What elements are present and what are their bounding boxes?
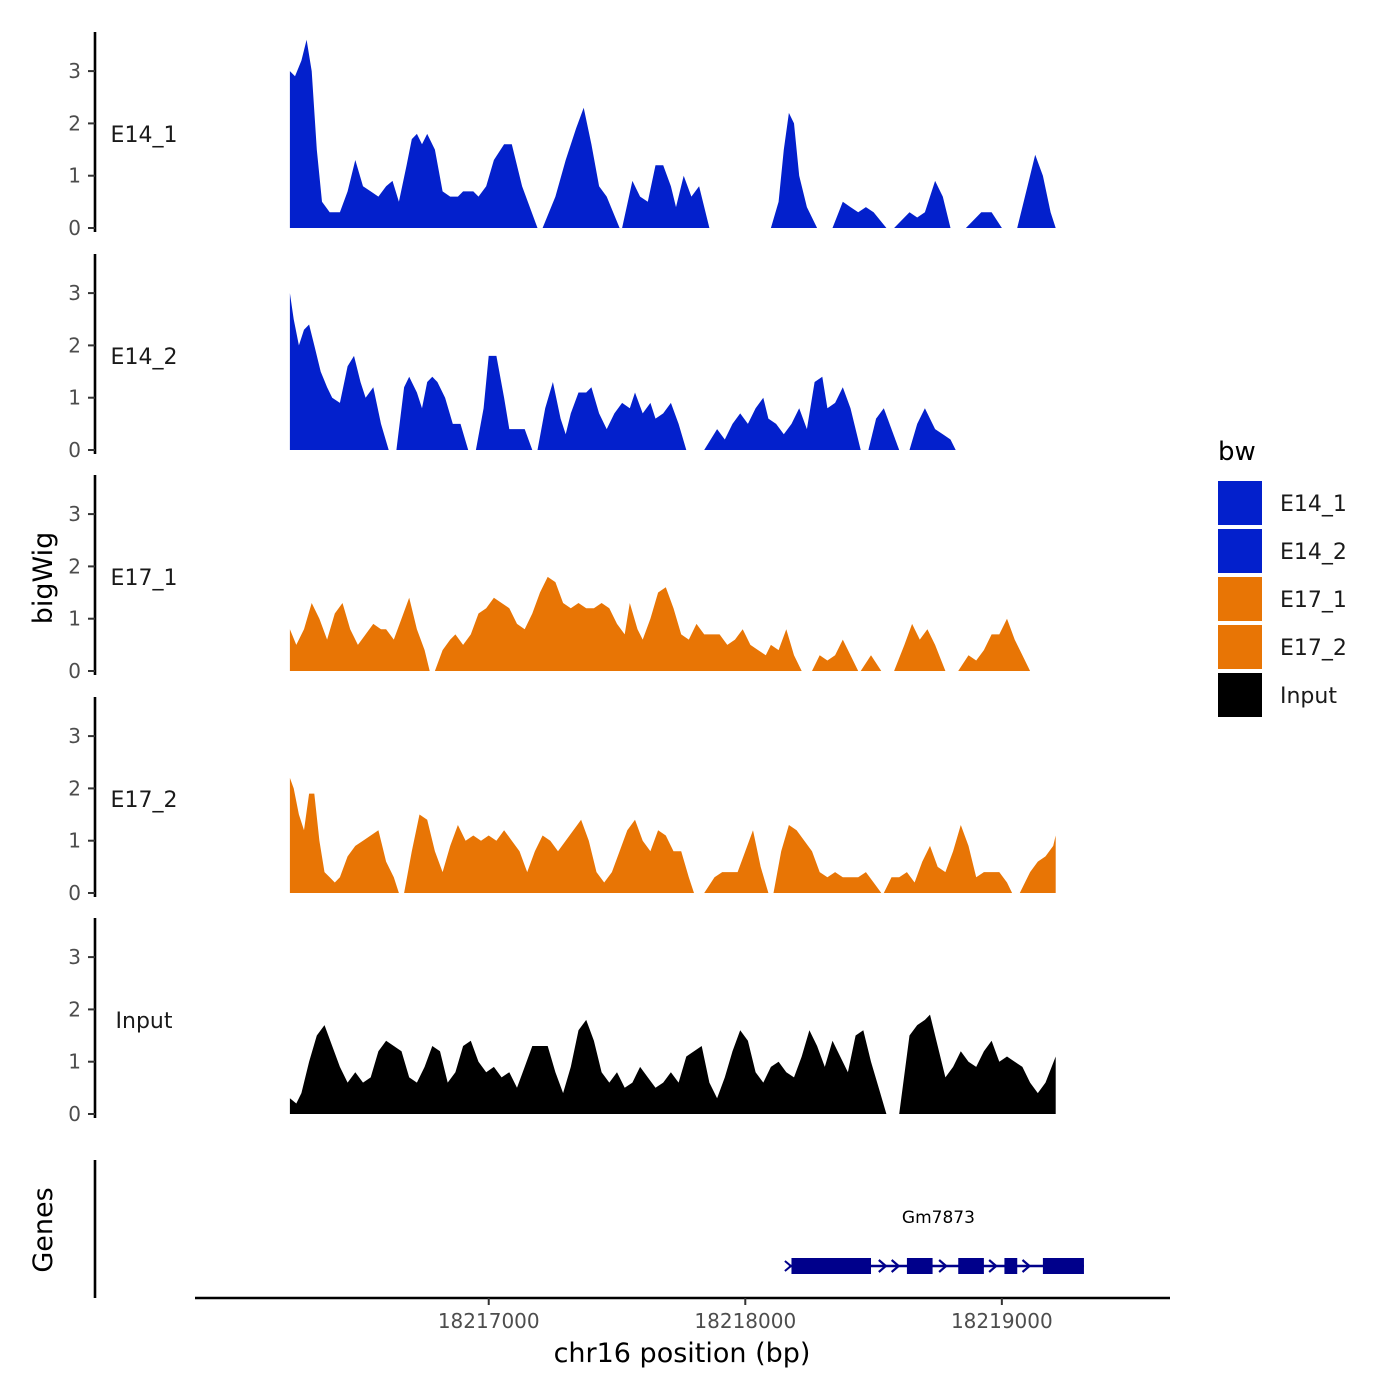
genes-panel: Gm7873 [93, 1160, 1084, 1298]
gene-gm7873: Gm7873 [784, 1208, 1084, 1274]
legend-title: bw [1218, 437, 1256, 467]
y-tick-label: 3 [68, 945, 81, 969]
strand-arrow [878, 1259, 888, 1273]
coverage-area-e14-1-4 [832, 201, 887, 228]
y-tick-label: 2 [68, 554, 81, 578]
coverage-area-e14-2-4 [704, 376, 861, 450]
track-e17-2: 0 1 2 3 E17_2 [68, 697, 1056, 905]
track-label: E17_1 [111, 566, 178, 591]
genes-axis-title: Genes [28, 1187, 59, 1272]
y-tick-label: 0 [68, 659, 81, 683]
coverage-area-e14-2-6 [909, 408, 956, 450]
coverage-area-e17-2-2 [704, 830, 769, 893]
track-e14-2: 0 1 2 3 E14_2 [68, 254, 956, 462]
coverage-area-e17-1-0 [289, 597, 430, 671]
x-tick-label: 18219000 [951, 1309, 1053, 1333]
legend-key-e14-2 [1218, 529, 1262, 573]
x-axis-title: chr16 position (bp) [554, 1338, 811, 1369]
y-tick-label: 2 [68, 776, 81, 800]
coverage-area-input-0 [289, 1019, 887, 1114]
track-label: E17_2 [111, 788, 178, 813]
gene-exon [906, 1258, 933, 1274]
legend-key-e14-1 [1218, 481, 1262, 525]
coverage-area-e14-2-3 [537, 382, 687, 450]
coverage-area-input-1 [899, 1014, 1056, 1114]
y-tick-label: 3 [68, 59, 81, 83]
coverage-area-e17-1-4 [894, 623, 946, 671]
y-tick-label: 1 [68, 386, 81, 410]
legend-label: Input [1280, 684, 1337, 709]
track-e17-1: 0 1 2 3 E17_1 [68, 475, 1031, 683]
track-label: E14_2 [111, 345, 178, 370]
coverage-area-e17-2-5 [1019, 835, 1056, 893]
coverage-area-e14-2-0 [289, 293, 389, 450]
y-tick-label: 2 [68, 997, 81, 1021]
gene-exon [1042, 1258, 1084, 1274]
y-tick-label: 0 [68, 216, 81, 240]
y-tick-label: 0 [68, 438, 81, 462]
legend-label: E14_1 [1280, 492, 1347, 517]
legend-key-input [1218, 673, 1262, 717]
gene-start-marker [784, 1260, 793, 1272]
legend-label: E14_2 [1280, 540, 1347, 565]
gene-exon [1004, 1258, 1018, 1274]
x-tick-label: 18217000 [438, 1309, 540, 1333]
legend: bw E14_1 E14_2 E17_1 E17_2 Input [1218, 437, 1347, 717]
y-tick-label: 0 [68, 1102, 81, 1126]
coverage-area-e14-1-0 [289, 39, 538, 229]
gene-exon [958, 1258, 984, 1274]
coverage-area-e14-1-2 [622, 165, 710, 228]
coverage-area-e14-1-1 [542, 107, 620, 228]
coverage-area-e14-2-2 [475, 355, 533, 450]
legend-key-e17-1 [1218, 577, 1262, 621]
coverage-area-e17-1-5 [958, 618, 1031, 671]
track-label: E14_1 [111, 123, 178, 148]
coverage-area-e17-2-3 [773, 825, 882, 893]
strand-arrow [1021, 1259, 1032, 1273]
track-panels: 0 1 2 3 E14_1 0 1 2 3 E14_2 0 1 2 3 E17_1 0 1 2 3 E17_2 0 1 2 3… [68, 32, 1056, 1126]
legend-label: E17_1 [1280, 588, 1347, 613]
coverage-area-e17-1-1 [434, 576, 802, 671]
coverage-area-e14-2-1 [396, 376, 469, 450]
y-tick-label: 3 [68, 724, 81, 748]
track-input: 0 1 2 3 Input [68, 918, 1056, 1126]
gene-exon [791, 1258, 872, 1274]
coverage-area-e17-2-1 [404, 814, 694, 893]
coverage-area-e14-2-5 [868, 408, 900, 450]
coverage-area-e14-1-7 [1017, 154, 1056, 228]
coverage-area-e17-1-2 [812, 639, 859, 671]
y-tick-label: 1 [68, 829, 81, 853]
y-tick-label: 1 [68, 607, 81, 631]
y-tick-label: 2 [68, 333, 81, 357]
gene-name-label: Gm7873 [902, 1208, 975, 1228]
x-tick-label: 18218000 [694, 1309, 796, 1333]
strand-arrow [988, 1259, 998, 1273]
strand-arrow [938, 1259, 948, 1273]
strand-arrow [890, 1259, 901, 1273]
y-axis-title: bigWig [28, 532, 59, 625]
y-tick-label: 1 [68, 164, 81, 188]
coverage-area-e17-2-4 [883, 825, 1013, 893]
y-tick-label: 3 [68, 502, 81, 526]
y-tick-label: 3 [68, 281, 81, 305]
coverage-area-e14-1-3 [770, 112, 818, 228]
coverage-area-e17-1-3 [860, 655, 882, 671]
coverage-area-e14-1-6 [965, 212, 1002, 228]
y-tick-label: 1 [68, 1050, 81, 1074]
legend-key-e17-2 [1218, 625, 1262, 669]
coverage-area-e17-2-0 [289, 777, 399, 893]
y-tick-label: 2 [68, 111, 81, 135]
coverage-area-e14-1-5 [894, 180, 951, 228]
legend-label: E17_2 [1280, 636, 1347, 661]
track-e14-1: 0 1 2 3 E14_1 [68, 32, 1056, 240]
track-label: Input [116, 1009, 173, 1034]
y-tick-label: 0 [68, 881, 81, 905]
x-axis: 18217000 18218000 18219000 [195, 1296, 1170, 1333]
